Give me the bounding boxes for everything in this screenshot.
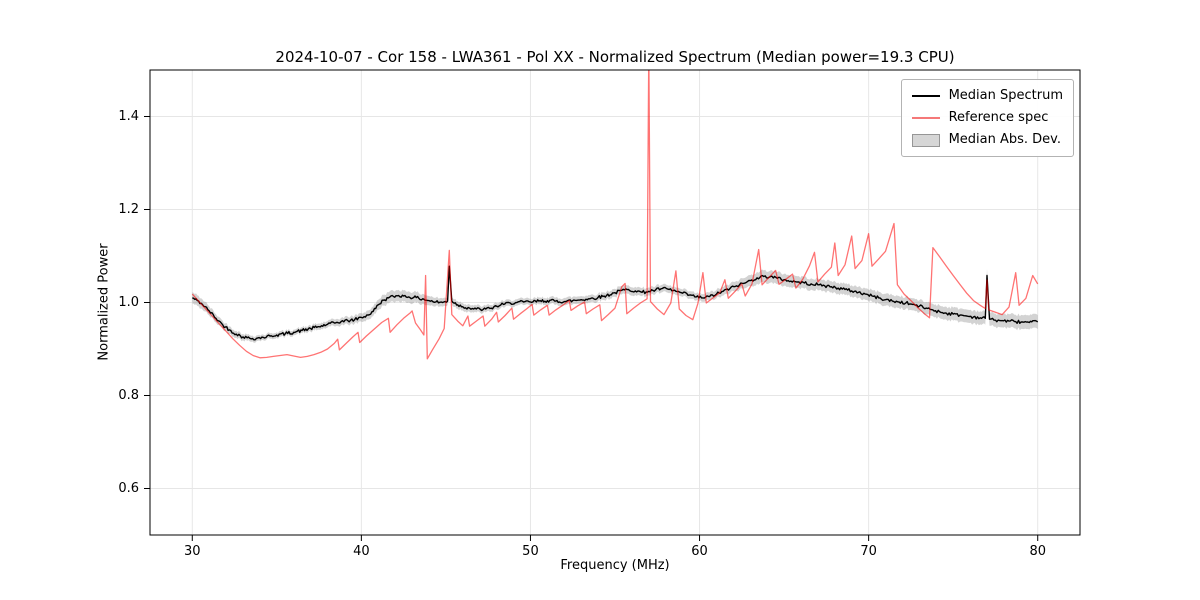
ticks: 30 40 50 60 70 80 0.6 0.8 1.0 1.2 1.4 (118, 109, 1046, 559)
median-spectrum-line (192, 265, 1039, 341)
x-tick-label-80: 80 (1029, 544, 1046, 559)
y-tick-label-0.6: 0.6 (118, 481, 139, 496)
y-tick-label-0.8: 0.8 (118, 388, 139, 403)
mad-band (192, 262, 1038, 343)
legend-label: Median Abs. Dev. (948, 132, 1062, 147)
x-tick-label-30: 30 (184, 544, 201, 559)
legend-line-swatch (911, 117, 940, 119)
legend-entry-median-abs-dev: Median Abs. Dev. (911, 132, 1063, 148)
y-tick-label-1: 1.0 (118, 295, 139, 310)
y-axis-label: Normalized Power (96, 243, 112, 361)
y-tick-label-1.2: 1.2 (118, 202, 139, 217)
legend-box: Median Spectrum Reference spec Median Abs.… (900, 79, 1074, 157)
x-tick-label-40: 40 (353, 544, 370, 559)
x-axis-label: Frequency (MHz) (560, 558, 670, 573)
x-tick-label-60: 60 (691, 544, 708, 559)
legend-entry-median-spectrum: Median Spectrum (911, 88, 1063, 104)
legend-label: Median Spectrum (948, 88, 1063, 103)
legend-label: Reference spec (948, 110, 1049, 125)
y-tick-label-1.4: 1.4 (118, 109, 139, 124)
x-tick-label-70: 70 (860, 544, 877, 559)
legend-line-swatch (911, 95, 940, 97)
x-tick-label-50: 50 (522, 544, 539, 559)
series-group (191, 70, 1039, 360)
chart-title: 2024-10-07 - Cor 158 - LWA361 - Pol XX -… (275, 48, 955, 66)
legend-entry-reference-spec: Reference spec (911, 110, 1063, 126)
reference-spec-line (191, 70, 1039, 360)
legend-patch-swatch (911, 133, 940, 147)
